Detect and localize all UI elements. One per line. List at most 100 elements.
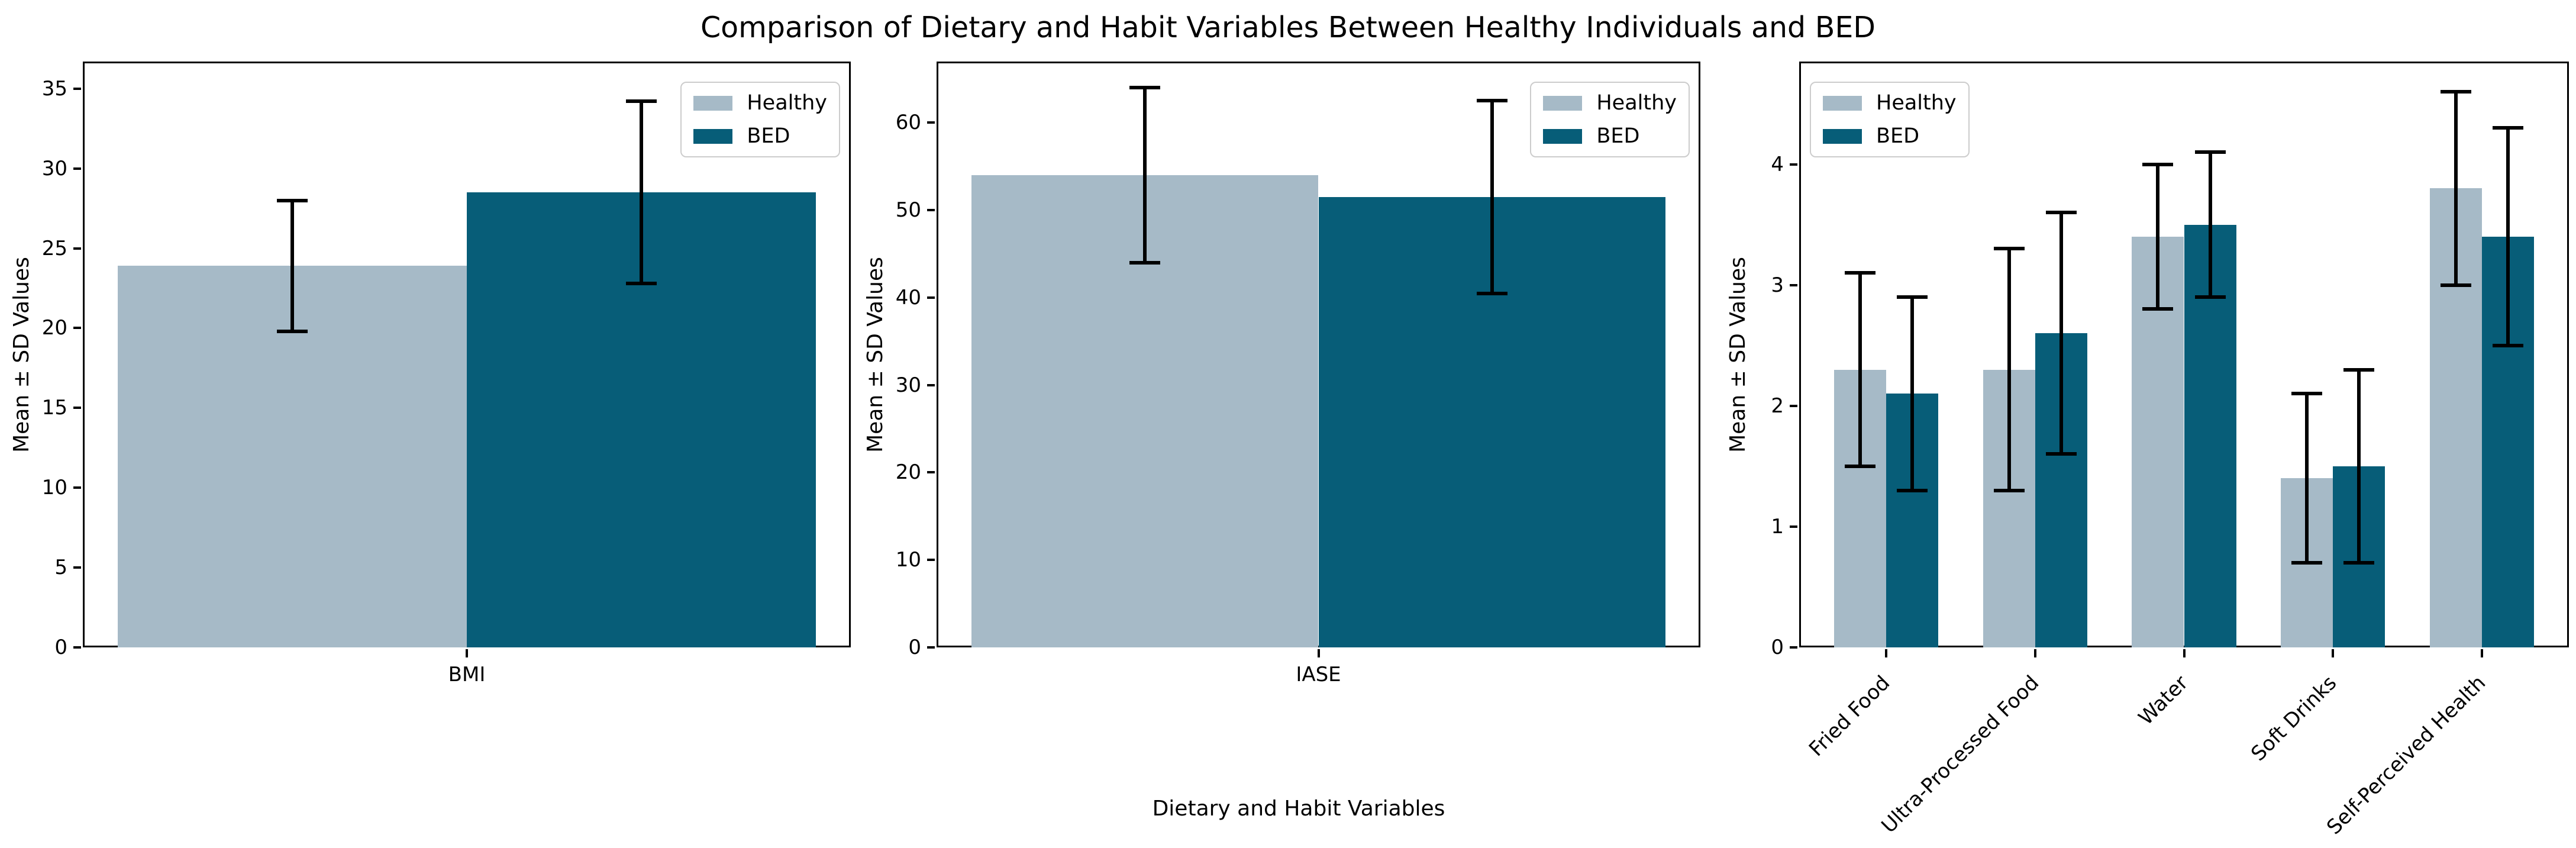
error-bar-cap-bottom bbox=[277, 329, 308, 333]
y-tick-label: 50 bbox=[895, 198, 921, 223]
y-tick-mark bbox=[927, 559, 935, 562]
y-tick-mark bbox=[1790, 283, 1797, 286]
legend-box: Healthy BED bbox=[680, 82, 840, 157]
legend-label: BED bbox=[1596, 124, 1640, 148]
error-bar-cap-top bbox=[2045, 211, 2077, 215]
y-tick-label: 2 bbox=[1771, 394, 1784, 418]
error-bar-cap-bottom bbox=[2343, 561, 2375, 565]
legend-swatch-bed bbox=[693, 128, 733, 144]
figure-title: Comparison of Dietary and Habit Variable… bbox=[700, 11, 1876, 44]
y-tick-mark bbox=[927, 383, 935, 386]
y-tick-label: 0 bbox=[1771, 636, 1784, 659]
error-bar-line bbox=[2007, 249, 2011, 491]
legend-box: Healthy BED bbox=[1810, 82, 1970, 157]
x-tick-mark bbox=[2480, 649, 2483, 657]
y-tick-mark bbox=[73, 327, 81, 330]
x-tick-label: BMI bbox=[448, 663, 486, 686]
x-tick-mark bbox=[1317, 649, 1320, 657]
y-tick-label: 20 bbox=[41, 316, 67, 340]
legend-label: Healthy bbox=[1876, 91, 1957, 115]
x-tick-mark bbox=[2332, 649, 2335, 657]
error-bar-cap-top bbox=[2142, 162, 2174, 166]
error-bar-line bbox=[2357, 369, 2361, 563]
error-bar-cap-top bbox=[1993, 247, 2025, 251]
error-bar-cap-bottom bbox=[2492, 343, 2523, 347]
error-bar-cap-bottom bbox=[1129, 260, 1161, 265]
y-tick-label: 25 bbox=[41, 236, 67, 260]
x-tick-mark bbox=[2183, 649, 2186, 657]
y-tick-label: 1 bbox=[1771, 514, 1784, 539]
legend-label: Healthy bbox=[1596, 91, 1677, 115]
legend-entry-healthy: Healthy bbox=[693, 91, 827, 115]
y-tick-label: 40 bbox=[895, 285, 921, 309]
y-tick-mark bbox=[73, 566, 81, 569]
legend-entry-healthy: Healthy bbox=[1543, 91, 1677, 115]
y-tick-mark bbox=[1790, 525, 1797, 528]
x-tick-mark bbox=[1885, 649, 1888, 657]
subplot-habits: 0 1 2 3 4 Mean ± SD Values Fried Food Ultra-Pro… bbox=[1726, 62, 2569, 839]
y-tick-mark bbox=[927, 646, 935, 649]
error-bar-line bbox=[2506, 128, 2510, 346]
x-axis-label: Dietary and Habit Variables bbox=[1152, 797, 1445, 821]
error-bar-cap-bottom bbox=[2291, 561, 2323, 565]
subplot-iase: 0 10 20 30 40 50 60 Mean ± SD Values IASE Healthy… bbox=[863, 62, 1700, 686]
error-bar-line bbox=[290, 200, 294, 331]
error-bar-line bbox=[2454, 92, 2458, 285]
y-axis-label: Mean ± SD Values bbox=[1725, 256, 1750, 453]
error-bar-line bbox=[2156, 164, 2160, 309]
y-tick-label: 4 bbox=[1771, 152, 1784, 176]
legend-label: Healthy bbox=[747, 91, 827, 115]
legend-entry-bed: BED bbox=[1543, 124, 1677, 148]
y-tick-mark bbox=[927, 209, 935, 212]
error-bar-cap-bottom bbox=[1476, 291, 1507, 295]
error-bar-cap-bottom bbox=[2045, 452, 2077, 456]
legend-label: BED bbox=[747, 124, 790, 148]
error-bar-cap-bottom bbox=[1897, 488, 1928, 492]
y-tick-mark bbox=[73, 247, 81, 250]
y-tick-label: 0 bbox=[54, 636, 67, 659]
error-bar-line bbox=[2059, 212, 2063, 454]
y-tick-label: 35 bbox=[41, 76, 67, 101]
y-tick-mark bbox=[927, 296, 935, 299]
legend-entry-healthy: Healthy bbox=[1823, 91, 1957, 115]
error-bar-line bbox=[640, 101, 643, 283]
y-tick-mark bbox=[73, 646, 81, 649]
error-bar-line bbox=[1858, 273, 1862, 466]
error-bar-cap-top bbox=[2291, 392, 2323, 396]
y-tick-label: 30 bbox=[895, 373, 921, 397]
error-bar-cap-bottom bbox=[2142, 307, 2174, 311]
error-bar-cap-top bbox=[2440, 90, 2471, 94]
error-bar-cap-top bbox=[2194, 150, 2226, 154]
error-bar-cap-top bbox=[1476, 99, 1507, 103]
y-tick-mark bbox=[73, 87, 81, 90]
y-axis-label-wrap: Mean ± SD Values bbox=[1725, 62, 1751, 647]
error-bar-line bbox=[2305, 394, 2309, 563]
y-tick-label: 10 bbox=[41, 476, 67, 500]
y-axis-label-wrap: Mean ± SD Values bbox=[862, 62, 888, 647]
y-tick-label: 15 bbox=[41, 396, 67, 420]
legend-swatch-healthy bbox=[1543, 95, 1583, 111]
x-tick-label: Fried Food bbox=[1805, 671, 1895, 762]
y-tick-mark bbox=[73, 167, 81, 170]
y-tick-mark bbox=[1790, 646, 1797, 649]
y-tick-label: 5 bbox=[54, 556, 67, 580]
error-bar-cap-bottom bbox=[626, 281, 657, 285]
y-axis-label: Mean ± SD Values bbox=[863, 256, 887, 453]
y-tick-label: 30 bbox=[41, 156, 67, 180]
subplot-bmi: 0 5 10 15 20 25 30 35 Mean ± SD Values BMI Healthy… bbox=[9, 62, 851, 686]
error-bar-cap-top bbox=[2492, 126, 2523, 130]
y-axis-label-wrap: Mean ± SD Values bbox=[8, 62, 34, 647]
legend-box: Healthy BED bbox=[1530, 82, 1690, 157]
y-tick-mark bbox=[73, 407, 81, 410]
legend-swatch-healthy bbox=[1823, 95, 1862, 111]
y-tick-label: 10 bbox=[895, 548, 921, 572]
y-tick-label: 20 bbox=[895, 460, 921, 485]
error-bar-line bbox=[2208, 152, 2212, 298]
error-bar-line bbox=[1143, 88, 1147, 263]
legend-entry-bed: BED bbox=[1823, 124, 1957, 148]
error-bar-cap-top bbox=[1897, 295, 1928, 299]
x-tick-label: IASE bbox=[1296, 663, 1341, 686]
error-bar-line bbox=[1910, 297, 1915, 491]
error-bar-cap-top bbox=[277, 198, 308, 202]
